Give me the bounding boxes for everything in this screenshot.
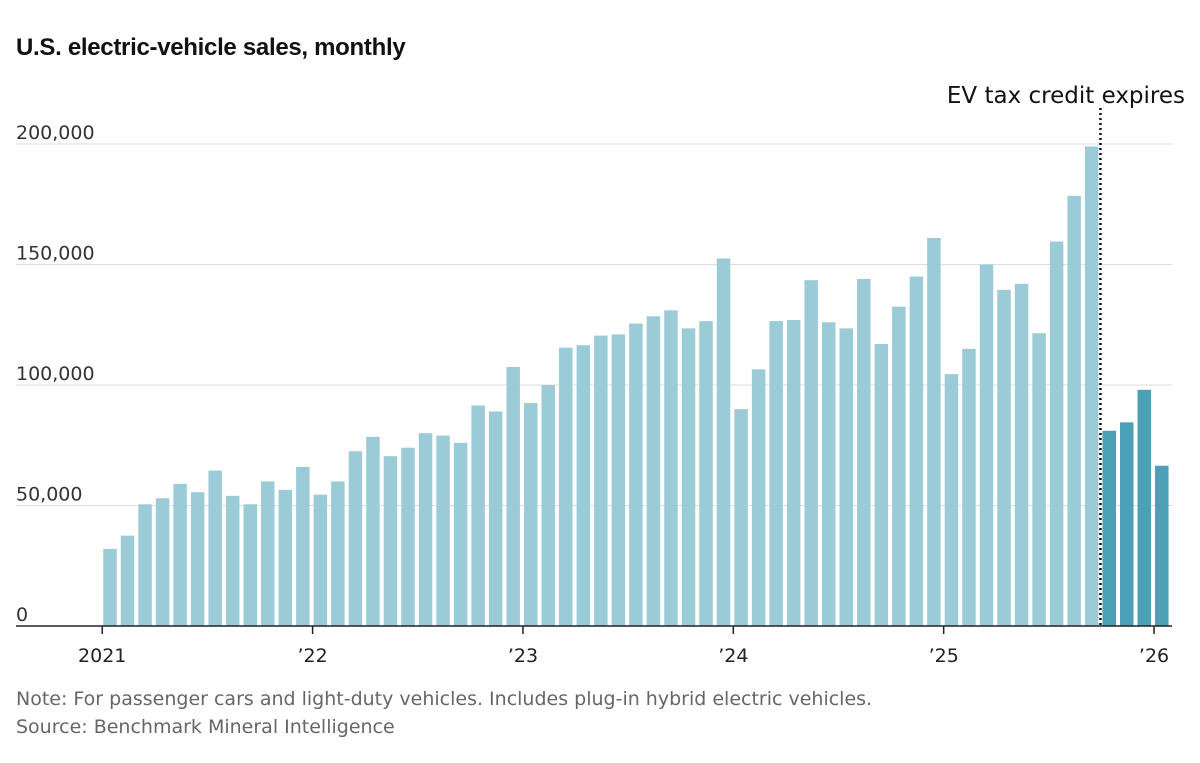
bar: [103, 548, 117, 626]
bar: [997, 289, 1011, 626]
bar: [1084, 146, 1099, 626]
bar: [243, 504, 257, 626]
bar: [541, 385, 555, 626]
bar: [874, 344, 889, 626]
bar: [296, 466, 310, 626]
annotation-label: EV tax credit expires: [947, 83, 1185, 109]
bar: [348, 451, 363, 626]
bar: [331, 481, 345, 626]
bar: [1049, 241, 1064, 627]
bar: [120, 535, 135, 626]
bar: [225, 495, 240, 626]
bar: [1032, 333, 1046, 626]
bar: [138, 504, 152, 626]
bar: [821, 322, 836, 626]
bar: [699, 321, 713, 626]
bar: [418, 433, 433, 626]
bar: [664, 310, 678, 626]
y-tick-label: 50,000: [16, 484, 82, 506]
bar: [523, 403, 538, 626]
bar: [401, 447, 415, 626]
bar: [155, 498, 170, 626]
y-tick-label: 200,000: [16, 122, 95, 144]
bar: [734, 409, 748, 626]
bar: [313, 494, 328, 626]
bar: [611, 334, 626, 626]
y-tick-label: 150,000: [16, 243, 95, 265]
bar: [190, 492, 205, 626]
bar: [786, 319, 801, 626]
bar: [944, 374, 959, 626]
y-tick-label: 0: [16, 604, 28, 626]
bar: [1137, 389, 1152, 626]
bar: [471, 405, 485, 626]
bar: [576, 345, 591, 626]
x-tick-label: ’26: [1139, 645, 1169, 667]
y-tick-label: 100,000: [16, 363, 95, 385]
bar: [453, 442, 468, 626]
bar: [261, 481, 275, 626]
bar: [839, 328, 854, 626]
bar: [1067, 195, 1081, 626]
bar: [716, 258, 731, 626]
bar: [804, 280, 818, 626]
bar: [278, 489, 293, 626]
bar: [646, 316, 661, 626]
bar-chart: 0 50,000 100,000 150,000 200,000 2021 ’22 ’23 ’2…: [16, 83, 1185, 667]
bar: [506, 366, 520, 626]
bar: [892, 306, 906, 626]
bar: [1014, 283, 1029, 626]
bar: [488, 411, 503, 626]
bar: [979, 264, 994, 626]
bar: [629, 323, 643, 626]
bar: [173, 483, 187, 626]
bar: [594, 335, 608, 626]
chart-source: Source: Benchmark Mineral Intelligence: [16, 716, 395, 738]
bar: [962, 348, 976, 626]
chart-title: U.S. electric-vehicle sales, monthly: [16, 34, 406, 61]
bar: [559, 347, 573, 626]
bar: [1119, 422, 1134, 626]
bar: [927, 237, 941, 627]
bar: [681, 328, 696, 626]
bar: [1102, 430, 1116, 626]
x-tick-label: ’24: [718, 645, 748, 667]
x-tick-label: ’25: [929, 645, 959, 667]
bar: [1155, 465, 1169, 626]
bar: [366, 436, 380, 626]
chart-note: Note: For passenger cars and light-duty …: [16, 688, 873, 710]
bar: [857, 278, 871, 626]
bar: [909, 276, 924, 626]
x-tick-label: ’23: [508, 645, 538, 667]
bar: [751, 369, 766, 626]
bar: [208, 470, 222, 626]
bar: [769, 321, 783, 626]
bar: [436, 435, 450, 626]
x-tick-label: 2021: [78, 645, 126, 667]
x-tick-label: ’22: [297, 645, 327, 667]
bar: [383, 456, 398, 626]
